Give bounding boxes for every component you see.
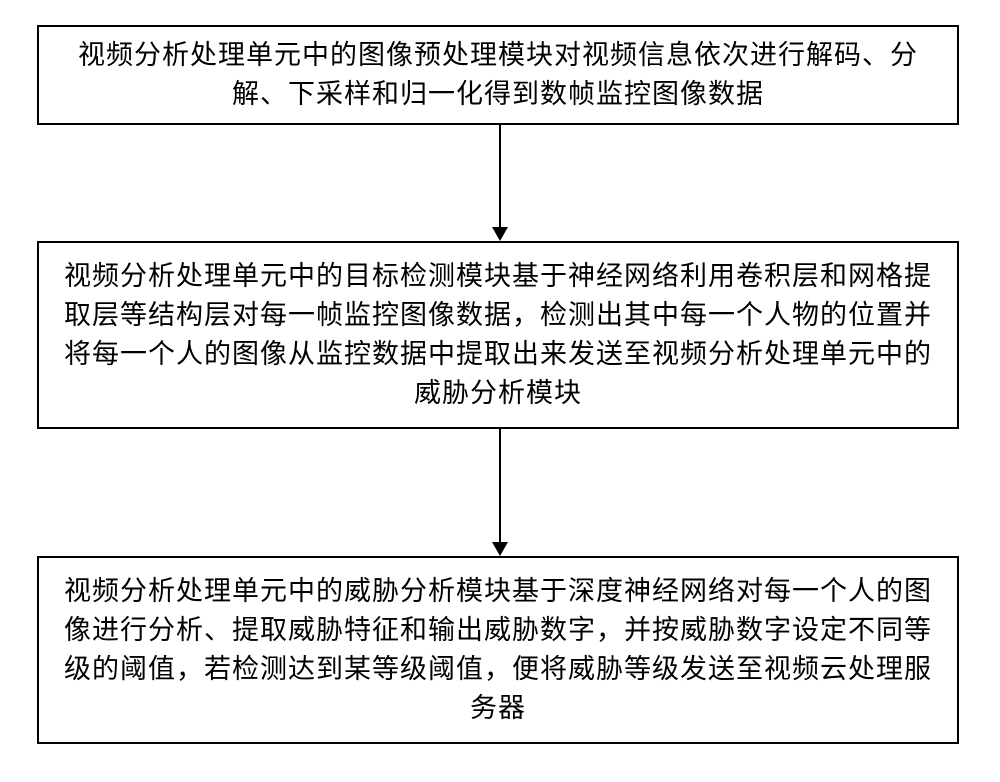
flow-step-2: 视频分析处理单元中的目标检测模块基于神经网络利用卷积层和网格提取层等结构层对每一… [37,241,959,429]
arrow-1-line [499,125,501,227]
flow-step-1: 视频分析处理单元中的图像预处理模块对视频信息依次进行解码、分解、下采样和归一化得… [37,25,959,125]
arrow-1-head [492,227,508,241]
flow-step-3: 视频分析处理单元中的威胁分析模块基于深度神经网络对每一个人的图像进行分析、提取威… [37,556,959,744]
arrow-2-line [499,429,501,542]
arrow-2-head [492,542,508,556]
flow-step-3-text: 视频分析处理单元中的威胁分析模块基于深度神经网络对每一个人的图像进行分析、提取威… [39,560,957,741]
flow-step-1-text: 视频分析处理单元中的图像预处理模块对视频信息依次进行解码、分解、下采样和归一化得… [39,24,957,126]
flow-step-2-text: 视频分析处理单元中的目标检测模块基于神经网络利用卷积层和网格提取层等结构层对每一… [39,245,957,426]
flowchart-container: 视频分析处理单元中的图像预处理模块对视频信息依次进行解码、分解、下采样和归一化得… [0,0,1000,782]
